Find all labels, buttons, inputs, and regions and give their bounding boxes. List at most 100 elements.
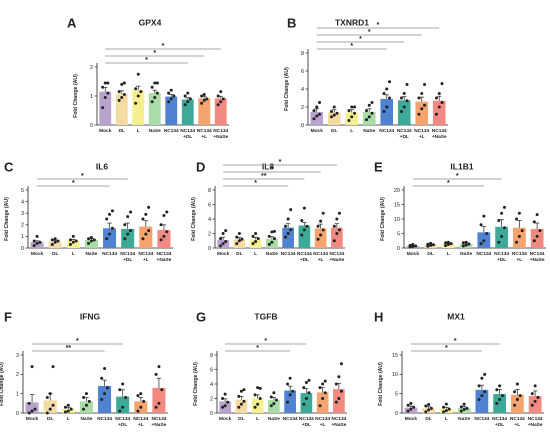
data-point xyxy=(409,401,413,405)
data-point xyxy=(162,234,166,238)
data-point xyxy=(87,237,91,241)
x-tick-label: DL xyxy=(238,416,244,422)
data-point xyxy=(219,90,223,94)
data-point xyxy=(235,235,239,239)
data-point xyxy=(446,240,450,244)
data-point xyxy=(431,243,435,247)
y-tick-label: 0 xyxy=(397,246,400,252)
data-point xyxy=(291,389,295,393)
data-point xyxy=(172,94,176,98)
x-tick-label: Mock xyxy=(99,128,112,134)
data-point xyxy=(50,243,54,247)
data-point xyxy=(307,391,311,395)
x-tick-label: NC134 xyxy=(315,416,330,422)
data-point xyxy=(153,81,157,85)
data-point xyxy=(497,218,501,222)
data-point xyxy=(446,243,450,247)
data-point xyxy=(284,224,288,228)
x-tick-label: +NaSe xyxy=(331,422,346,428)
significance-label: * xyxy=(256,345,259,352)
data-point xyxy=(237,405,241,409)
bar-4 xyxy=(98,385,112,413)
data-point xyxy=(405,99,409,103)
significance-label: * xyxy=(447,180,450,187)
x-tick-label: NaSe xyxy=(80,416,92,422)
data-point xyxy=(272,391,276,395)
panel-h: H MX1 Fold Change (AU) 0 5 10 15 Mock DL L NaSe NC1… xyxy=(374,310,544,428)
data-point xyxy=(32,244,36,248)
data-point xyxy=(329,110,333,113)
data-point xyxy=(315,114,319,118)
panel-letter: G xyxy=(196,310,206,325)
x-tick-label: DL xyxy=(119,128,125,134)
data-point xyxy=(117,90,121,94)
data-point xyxy=(515,217,519,221)
x-tick-label: +DL xyxy=(183,134,192,140)
data-point xyxy=(412,405,416,409)
x-tick-label: Mock xyxy=(405,416,418,422)
data-point xyxy=(223,404,227,408)
x-tick-label: +L xyxy=(318,257,324,263)
data-point xyxy=(515,240,519,244)
data-point xyxy=(495,401,499,405)
y-tick-label: 0 xyxy=(16,411,19,417)
data-point xyxy=(332,239,336,243)
y-axis-label: Fold Change (AU) xyxy=(378,362,384,406)
data-point xyxy=(254,239,258,243)
data-point xyxy=(300,233,304,237)
bar-0 xyxy=(25,402,39,413)
y-tick-label: 2 xyxy=(21,223,24,229)
x-tick-label: L xyxy=(72,251,75,257)
data-point xyxy=(364,109,368,113)
data-point xyxy=(239,389,243,393)
data-point xyxy=(461,244,465,248)
x-tick-label: NC134 xyxy=(528,416,543,422)
data-point xyxy=(100,397,104,401)
data-point xyxy=(56,239,60,243)
x-tick-label: L xyxy=(445,416,448,422)
data-point xyxy=(420,92,424,95)
bar-0 xyxy=(310,111,324,125)
data-point xyxy=(477,397,481,401)
data-point xyxy=(159,238,163,242)
data-point xyxy=(495,388,499,392)
bar-7 xyxy=(331,227,343,248)
data-point xyxy=(242,388,246,392)
data-point xyxy=(103,392,107,396)
y-axis-label: Fold Change (AU) xyxy=(0,362,5,406)
data-point xyxy=(169,88,173,92)
bar-4 xyxy=(103,228,117,248)
data-point xyxy=(318,404,322,408)
data-point xyxy=(364,118,368,122)
y-tick-label: 3 xyxy=(21,211,24,217)
x-tick-label: NC134 xyxy=(164,128,179,134)
data-point xyxy=(406,403,410,407)
y-tick-label: 0 xyxy=(208,246,211,252)
data-point xyxy=(147,229,151,233)
x-tick-label: DL xyxy=(425,416,431,422)
data-point xyxy=(465,406,469,410)
y-tick-label: 2 xyxy=(16,372,19,378)
data-point xyxy=(518,394,522,398)
data-point xyxy=(318,386,322,390)
data-point xyxy=(424,410,428,414)
x-tick-label: +DL xyxy=(497,257,506,263)
data-point xyxy=(305,224,309,228)
x-tick-label: NC134 xyxy=(197,128,212,134)
bar-6 xyxy=(510,394,524,413)
data-point xyxy=(84,403,88,407)
x-tick-label: DL xyxy=(52,251,58,257)
data-point xyxy=(498,397,502,401)
x-tick-label: Mock xyxy=(31,251,44,257)
data-point xyxy=(319,219,323,223)
data-point xyxy=(71,240,75,244)
data-point xyxy=(53,240,57,244)
x-tick-label: L xyxy=(256,416,259,422)
data-point xyxy=(120,95,124,99)
data-point xyxy=(101,106,105,110)
data-point xyxy=(254,232,258,235)
significance-label: * xyxy=(271,166,274,173)
data-point xyxy=(27,411,31,415)
significance-label: * xyxy=(456,173,459,180)
y-axis-label: Fold Change (AU) xyxy=(380,197,386,241)
